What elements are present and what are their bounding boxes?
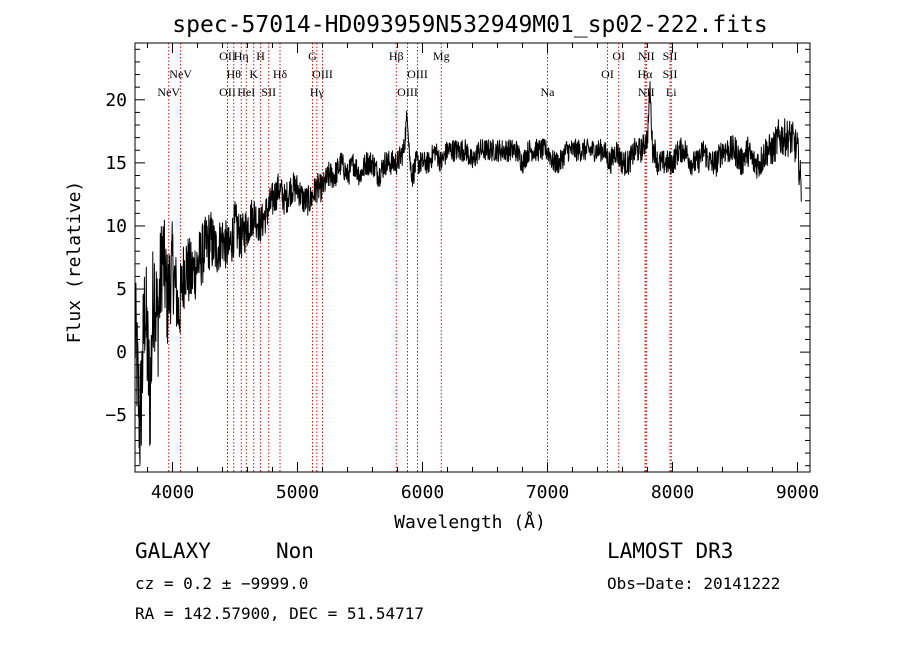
line-label-6: HeI bbox=[237, 85, 255, 99]
line-label-5: Hη bbox=[234, 49, 249, 63]
x-tick-label-0: 4000 bbox=[151, 482, 194, 503]
spectrum-trace bbox=[134, 81, 802, 466]
y-axis: −5 0 5 10 15 20 bbox=[105, 48, 810, 467]
y-tick-label-1: 0 bbox=[116, 342, 127, 363]
object-subclass: Non bbox=[276, 539, 314, 563]
emission-line-markers: NeVNeVOIIOIIHθHηHeIKHSIIHδGHγOIIIHβOIIIO… bbox=[157, 43, 677, 472]
observation-date: Obs−Date: 20141222 bbox=[607, 574, 780, 593]
chart-title: spec-57014-HD093959N532949M01_sp02-222.f… bbox=[172, 12, 767, 38]
y-tick-label-3: 10 bbox=[105, 216, 127, 237]
line-label-17: Mg bbox=[433, 49, 450, 63]
line-label-1: NeV bbox=[169, 67, 192, 81]
line-label-18: Na bbox=[541, 85, 556, 99]
line-label-9: SII bbox=[261, 85, 276, 99]
y-tick-label-0: −5 bbox=[105, 405, 127, 426]
line-label-8: H bbox=[256, 49, 265, 63]
line-label-11: G bbox=[308, 49, 317, 63]
x-axis-label: Wavelength (Å) bbox=[394, 511, 546, 533]
x-tick-label-5: 9000 bbox=[776, 482, 819, 503]
line-label-26: Li bbox=[666, 85, 677, 99]
spectrum-layer bbox=[134, 81, 802, 466]
x-axis: 4000 5000 6000 7000 8000 9000 bbox=[147, 43, 819, 503]
line-label-16: OIII bbox=[407, 67, 428, 81]
line-label-13: OIII bbox=[312, 67, 333, 81]
line-label-12: Hγ bbox=[310, 85, 325, 99]
line-label-20: OI bbox=[612, 49, 625, 63]
x-tick-label-4: 8000 bbox=[651, 482, 694, 503]
line-label-22: NII bbox=[638, 49, 655, 63]
survey-name: LAMOST DR3 bbox=[607, 539, 733, 563]
y-tick-label-4: 15 bbox=[105, 153, 127, 174]
line-label-23: NII bbox=[638, 85, 655, 99]
line-label-0: NeV bbox=[157, 85, 180, 99]
line-label-25: SII bbox=[663, 67, 678, 81]
line-label-4: Hθ bbox=[227, 67, 242, 81]
object-class: GALAXY bbox=[135, 539, 211, 563]
line-label-14: Hβ bbox=[389, 49, 404, 63]
line-label-3: OII bbox=[219, 85, 236, 99]
y-tick-label-5: 20 bbox=[105, 90, 127, 111]
plot-frame bbox=[134, 42, 811, 473]
line-label-2: OII bbox=[219, 49, 236, 63]
y-axis-label: Flux (relative) bbox=[64, 181, 85, 344]
line-label-24: SII bbox=[663, 49, 678, 63]
line-label-21: Hα bbox=[638, 67, 654, 81]
y-tick-label-2: 5 bbox=[116, 279, 127, 300]
line-label-15: OIII bbox=[397, 85, 418, 99]
line-label-10: Hδ bbox=[273, 67, 288, 81]
coordinates: RA = 142.57900, DEC = 51.54717 bbox=[135, 604, 424, 623]
x-tick-label-3: 7000 bbox=[526, 482, 569, 503]
redshift-readout: cz = 0.2 ± −9999.0 bbox=[135, 574, 308, 593]
x-tick-label-1: 5000 bbox=[276, 482, 319, 503]
line-label-19: OI bbox=[601, 67, 614, 81]
x-tick-label-2: 6000 bbox=[401, 482, 444, 503]
line-label-7: K bbox=[249, 67, 258, 81]
